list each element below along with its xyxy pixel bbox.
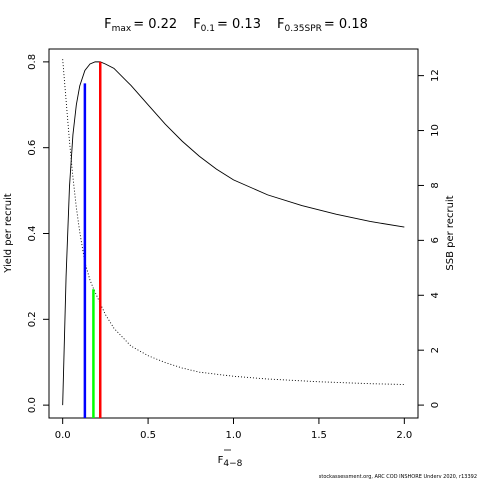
x-tick-label: 0.5 <box>140 430 156 441</box>
title-fspr-sub: 0.35SPR <box>284 24 321 34</box>
x-tick-label: 1.0 <box>226 430 242 441</box>
y-right-tick-label: 12 <box>430 69 441 82</box>
title-fmax-value: = 0.22 <box>133 17 177 32</box>
y-right-tick-label: 6 <box>430 237 441 243</box>
title-f01-base: F <box>193 17 200 32</box>
y-left-tick-label: 0.8 <box>27 54 38 70</box>
series-layer <box>62 59 405 406</box>
title-fspr-value: = 0.18 <box>324 17 368 32</box>
title-fspr-base: F <box>277 17 284 32</box>
y-left-tick-label: 0.6 <box>27 140 38 156</box>
y-right-tick-label: 10 <box>430 124 441 137</box>
y-left-tick-label: 0.0 <box>27 397 38 413</box>
y-left-axis: 0.0 0.2 0.4 0.6 0.8 <box>27 54 50 413</box>
title-f01-sub: 0.1 <box>201 24 215 34</box>
title-f01-value: = 0.13 <box>217 17 261 32</box>
x-axis: 0.0 0.5 1.0 1.5 2.0 <box>55 417 412 441</box>
y-right-axis: 0 2 4 6 8 10 12 <box>417 69 441 408</box>
chart-title: Fmax = 0.22 F0.1 = 0.13 F0.35SPR = 0.18 <box>104 17 368 34</box>
y-left-tick-label: 0.2 <box>27 311 38 327</box>
x-axis-label: F4−8 <box>218 455 243 469</box>
x-tick-label: 0.0 <box>55 430 71 441</box>
title-fmax-sub: max <box>112 24 132 34</box>
y-right-axis-label: SSB per recruit <box>445 195 456 270</box>
credit-text: stockassessment.org, ARC COD INSHORE Und… <box>319 474 477 480</box>
plot-frame <box>48 48 419 419</box>
reference-lines <box>83 61 102 418</box>
y-left-axis-label: Yield per recruit <box>3 193 14 274</box>
x-tick-label: 1.5 <box>311 430 327 441</box>
ssb-per-recruit-line <box>62 59 405 385</box>
yield-per-recruit-line <box>62 61 405 406</box>
y-right-tick-label: 4 <box>430 292 441 298</box>
x-axis-label-sub: 4−8 <box>223 459 242 469</box>
y-left-tick-label: 0.4 <box>27 226 38 242</box>
x-axis-label-base: F <box>218 455 224 466</box>
y-right-tick-label: 0 <box>430 402 441 408</box>
y-right-tick-label: 8 <box>430 182 441 188</box>
y-right-tick-label: 2 <box>430 347 441 353</box>
x-tick-label: 2.0 <box>396 430 412 441</box>
title-fmax-base: F <box>104 17 111 32</box>
